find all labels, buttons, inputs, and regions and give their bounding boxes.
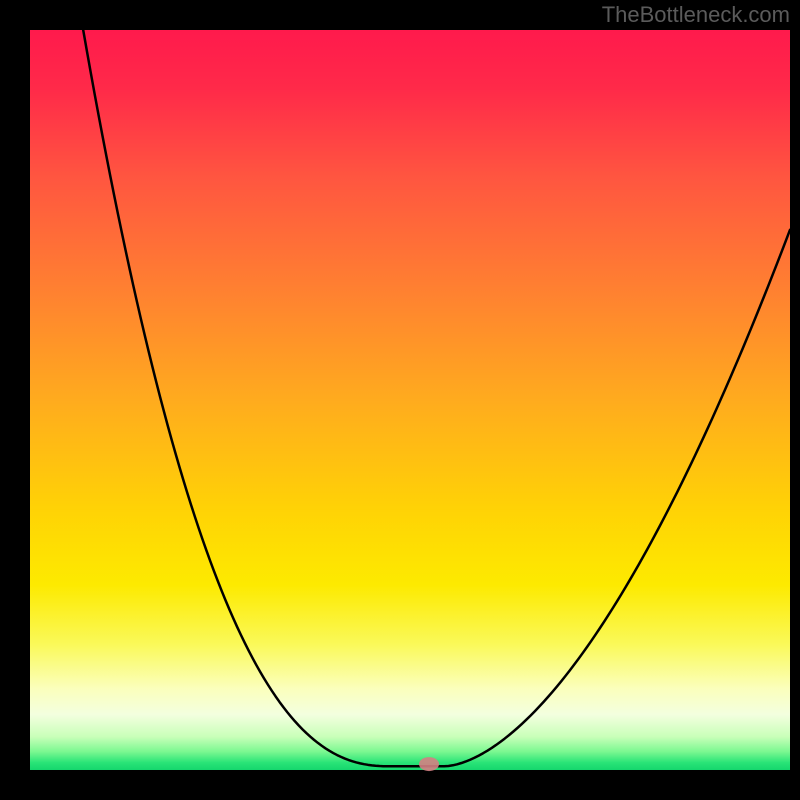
bottleneck-chart (0, 0, 800, 800)
gradient-background (30, 30, 790, 770)
optimal-point-marker (419, 757, 439, 771)
plot-area (0, 0, 800, 800)
chart-frame: TheBottleneck.com (0, 0, 800, 800)
